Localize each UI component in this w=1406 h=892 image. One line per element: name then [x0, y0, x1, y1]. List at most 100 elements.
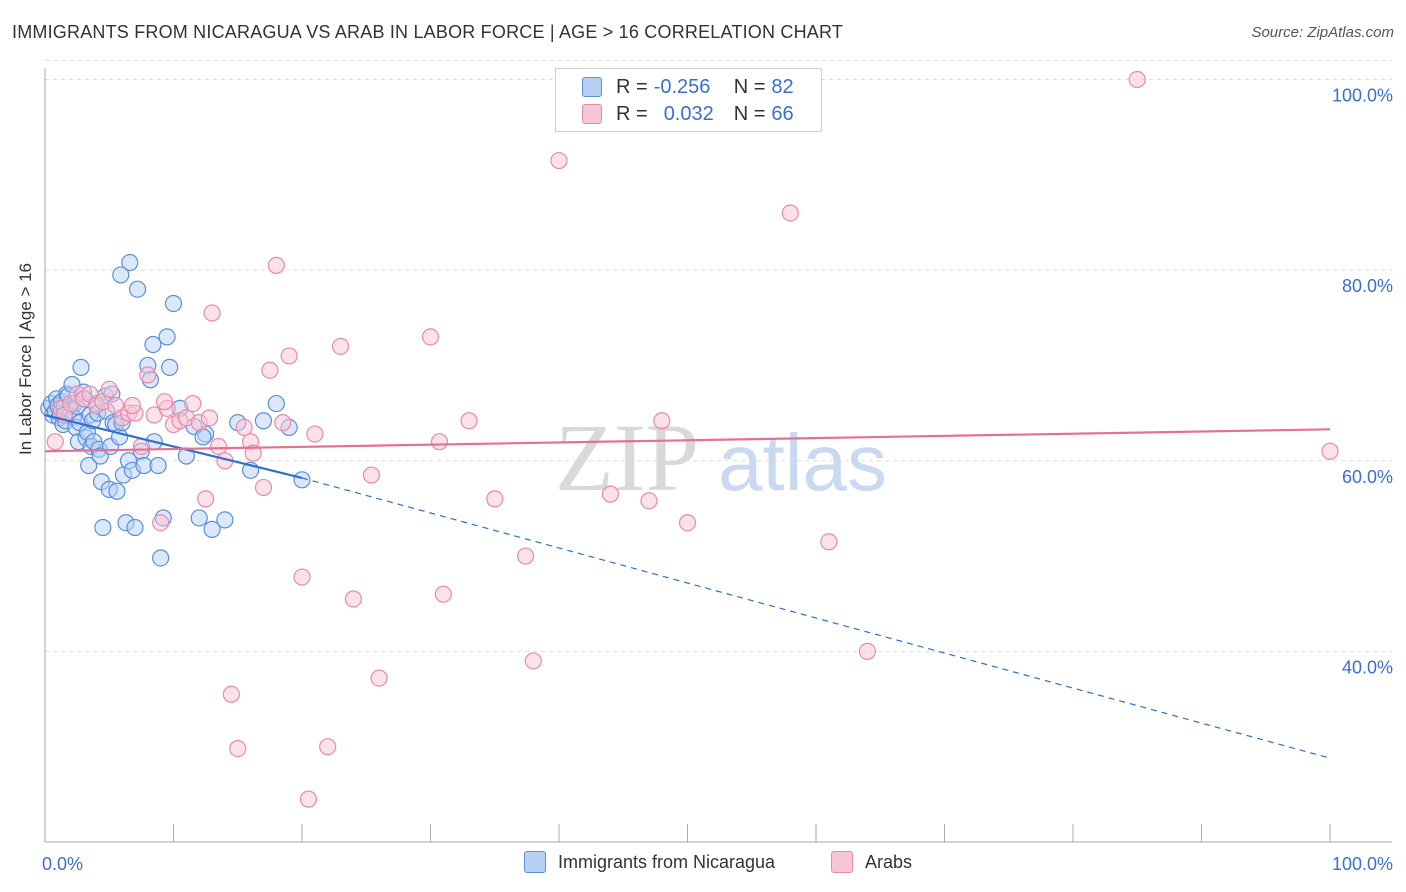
- axis-layer: [44, 68, 1392, 843]
- point-nicaragua: [216, 511, 234, 529]
- legend-row-nicaragua: R = -0.256 N = 82: [582, 75, 794, 99]
- point-arabs: [306, 425, 324, 443]
- legend-swatch-blue: [582, 77, 602, 97]
- chart-title: IMMIGRANTS FROM NICARAGUA VS ARAB IN LAB…: [12, 22, 844, 42]
- point-arabs: [209, 437, 228, 456]
- point-arabs: [200, 409, 219, 427]
- point-arabs: [152, 514, 170, 532]
- point-arabs: [601, 485, 620, 503]
- point-arabs: [274, 414, 292, 432]
- r-label: R =: [616, 75, 648, 98]
- legend-swatch-pink: [831, 851, 853, 873]
- point-nicaragua: [149, 456, 167, 475]
- trend-nicaragua-solid: [44, 413, 303, 479]
- n-value: 66: [771, 102, 794, 125]
- legend-swatch-pink: [582, 104, 602, 124]
- y-axis-label: In Labor Force | Age > 16: [16, 262, 35, 455]
- n-label: N =: [733, 102, 766, 125]
- point-arabs: [1128, 70, 1146, 89]
- point-arabs: [184, 394, 202, 413]
- point-arabs: [100, 380, 118, 398]
- point-nicaragua: [94, 518, 112, 537]
- point-arabs: [344, 590, 362, 608]
- point-nicaragua: [80, 456, 98, 475]
- legend-label: Arabs: [865, 851, 913, 872]
- point-nicaragua: [158, 328, 176, 346]
- point-arabs: [203, 304, 221, 322]
- legend-row-arabs: R = 0.032 N = 66: [582, 102, 794, 126]
- point-arabs: [267, 256, 285, 274]
- point-nicaragua: [108, 482, 126, 500]
- point-arabs: [331, 337, 350, 355]
- point-arabs: [123, 396, 141, 415]
- r-value: 0.032: [663, 102, 714, 125]
- point-arabs: [430, 433, 449, 451]
- watermark-atlas: atlas: [718, 418, 887, 507]
- point-arabs: [820, 533, 838, 551]
- x-tick-label: 0.0%: [42, 854, 83, 874]
- point-arabs: [1321, 442, 1339, 460]
- point-arabs: [362, 466, 380, 484]
- x-tick-label: 100.0%: [1332, 854, 1393, 874]
- n-value: 82: [771, 75, 794, 98]
- points-layer: [40, 70, 1339, 808]
- n-label: N =: [733, 75, 766, 98]
- legend-item-nicaragua: Immigrants from Nicaragua: [524, 851, 775, 873]
- point-arabs: [781, 204, 799, 222]
- point-nicaragua: [121, 253, 139, 272]
- source-label: Source: ZipAtlas.com: [1251, 24, 1394, 41]
- grid-layer: [45, 60, 1392, 652]
- correlation-legend: R = -0.256 N = 82 R = 0.032 N = 66: [555, 68, 822, 132]
- legend-label: Immigrants from Nicaragua: [558, 851, 776, 872]
- point-nicaragua: [203, 520, 221, 538]
- point-nicaragua: [112, 266, 130, 284]
- trend-arabs: [44, 428, 1331, 453]
- point-nicaragua: [254, 412, 273, 430]
- r-value: -0.256: [653, 75, 711, 98]
- point-arabs: [46, 433, 64, 451]
- y-tick-label: 60.0%: [1342, 467, 1393, 487]
- point-arabs: [254, 478, 273, 497]
- y-tick-label: 40.0%: [1342, 657, 1393, 677]
- point-arabs: [858, 642, 877, 660]
- point-nicaragua: [128, 280, 147, 298]
- point-arabs: [524, 652, 542, 670]
- watermark: ZIP atlas: [555, 404, 887, 511]
- point-arabs: [370, 669, 388, 687]
- point-arabs: [229, 739, 247, 758]
- point-arabs: [299, 790, 318, 808]
- series-legend: Immigrants from Nicaragua Arabs: [0, 851, 1406, 877]
- point-arabs: [516, 547, 535, 565]
- point-nicaragua: [72, 358, 90, 376]
- trend-nicaragua-dashed: [301, 477, 1331, 759]
- point-arabs: [640, 492, 658, 510]
- point-nicaragua: [126, 518, 144, 537]
- point-arabs: [261, 361, 279, 379]
- point-nicaragua: [164, 294, 183, 313]
- y-tick-label: 80.0%: [1342, 276, 1393, 296]
- point-nicaragua: [190, 509, 208, 527]
- point-arabs: [421, 328, 440, 346]
- r-label: R =: [616, 102, 648, 125]
- point-arabs: [550, 151, 568, 170]
- point-nicaragua: [194, 428, 212, 446]
- trend-layer: [44, 413, 1331, 759]
- point-arabs: [235, 418, 253, 437]
- point-arabs: [155, 393, 174, 411]
- point-arabs: [222, 685, 240, 703]
- point-arabs: [486, 490, 504, 508]
- watermark-zip: ZIP: [555, 404, 699, 511]
- y-tick-label: 100.0%: [1332, 86, 1393, 106]
- legend-swatch-blue: [524, 851, 546, 873]
- point-arabs: [434, 585, 452, 603]
- point-arabs: [319, 738, 337, 756]
- point-arabs: [244, 444, 262, 462]
- point-arabs: [678, 514, 697, 532]
- point-arabs: [653, 412, 671, 430]
- point-nicaragua: [144, 335, 162, 354]
- point-nicaragua: [152, 549, 170, 567]
- point-arabs: [293, 568, 311, 586]
- point-arabs: [139, 366, 157, 384]
- point-arabs: [460, 412, 478, 430]
